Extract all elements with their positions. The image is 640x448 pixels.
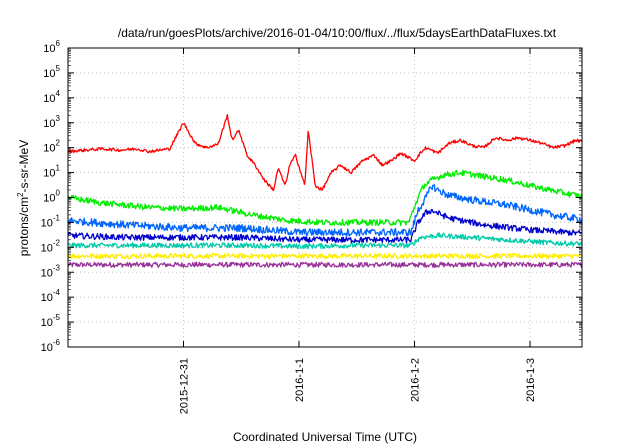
series-line: [67, 252, 583, 260]
series-layer: [67, 113, 583, 268]
x-tick-label: 2016-1-2: [410, 358, 422, 402]
x-axis-ticks: 2015-12-312016-1-12016-1-22016-1-32016-1…: [179, 48, 537, 414]
series-line: [67, 184, 583, 237]
y-tick-label: 10-3: [41, 263, 61, 279]
series-line: [67, 113, 583, 192]
series-line: [67, 169, 583, 227]
y-tick-label: 10-6: [41, 338, 61, 354]
y-tick-label: 101: [43, 164, 60, 180]
x-tick-label: 2016-1-1: [294, 358, 306, 402]
series-line: [67, 232, 583, 250]
y-tick-label: 100: [43, 189, 60, 205]
series-line: [67, 261, 582, 268]
y-tick-label: 103: [43, 114, 60, 130]
y-tick-label: 106: [43, 39, 60, 55]
series-line: [67, 208, 583, 244]
y-tick-label: 102: [43, 139, 60, 155]
y-tick-label: 10-5: [41, 313, 61, 329]
y-axis-label: protons/cm2-s-sr-MeV: [16, 140, 31, 256]
y-tick-label: 10-1: [41, 213, 61, 229]
x-tick-label: 2015-12-31: [179, 358, 191, 414]
chart-title: /data/run/goesPlots/archive/2016-01-04/1…: [118, 26, 557, 40]
y-tick-label: 10-2: [41, 238, 61, 254]
y-tick-label: 104: [43, 89, 60, 105]
x-axis-label: Coordinated Universal Time (UTC): [233, 430, 417, 444]
y-tick-label: 10-4: [41, 288, 61, 304]
y-tick-label: 105: [43, 64, 60, 80]
grid-lines: [68, 48, 582, 347]
y-axis-ticks: 10-6 10-5 10-4 10-3 10-2 10-1 100 101 102 103 104 1…: [41, 39, 582, 354]
x-tick-label: 2016-1-3: [525, 358, 537, 402]
